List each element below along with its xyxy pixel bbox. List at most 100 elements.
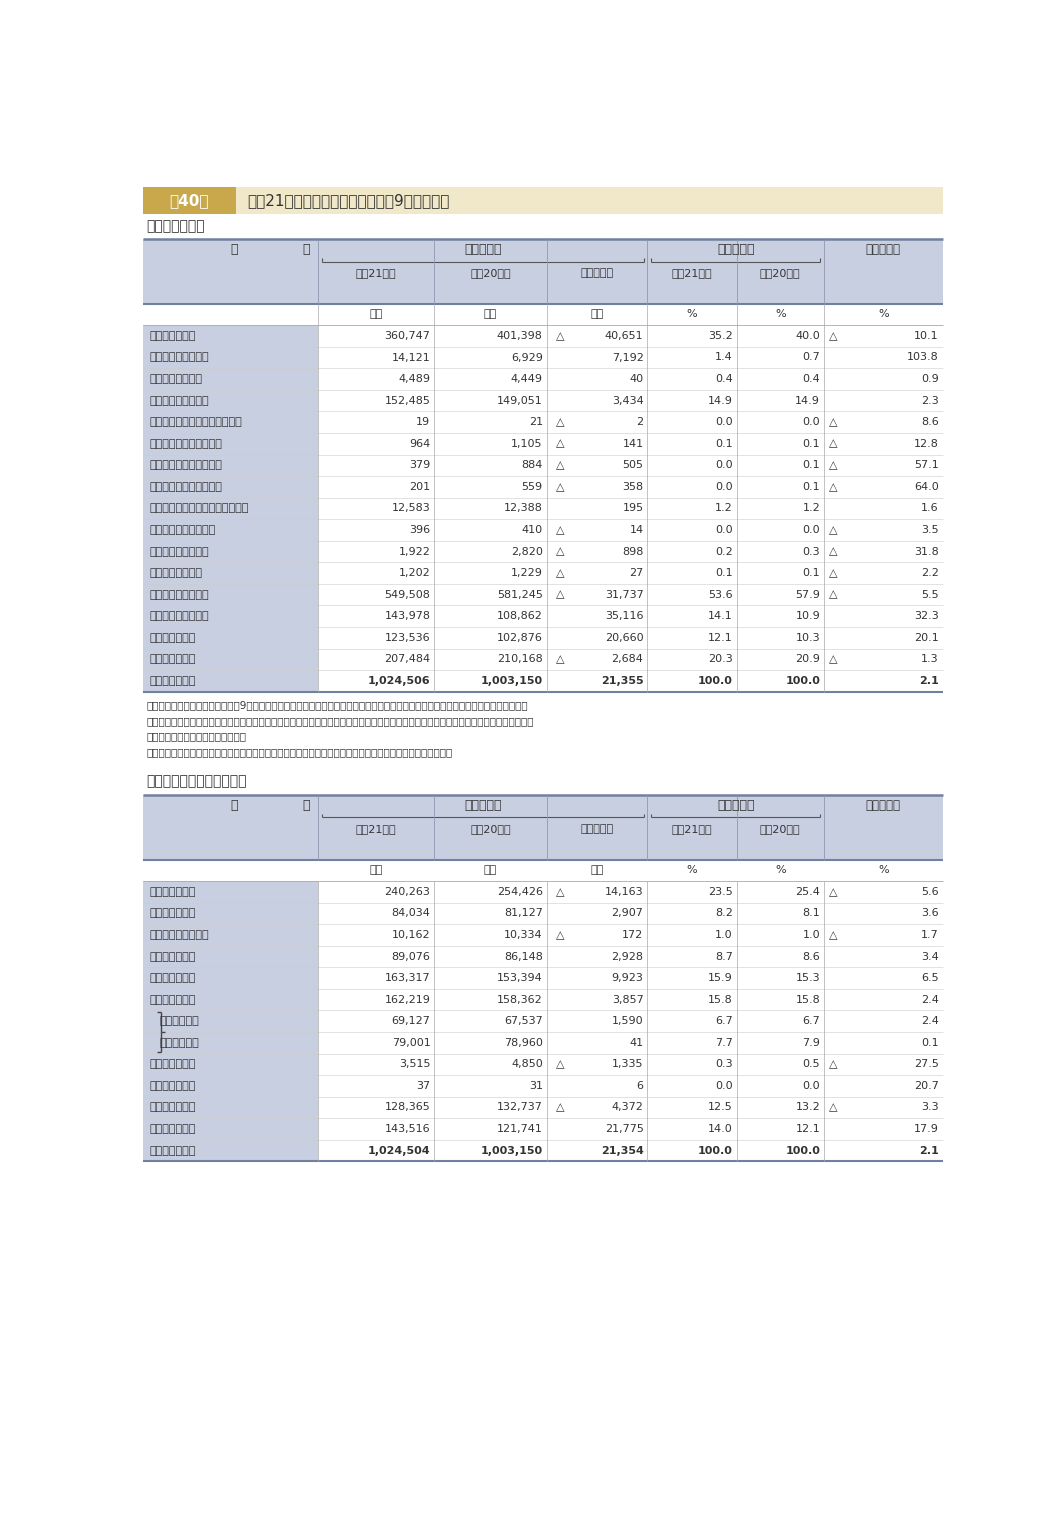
Text: 0.1: 0.1: [803, 482, 821, 492]
Text: 0.0: 0.0: [715, 482, 733, 492]
Text: %: %: [775, 865, 786, 875]
Text: 軽油引取税交付金: 軽油引取税交付金: [149, 569, 202, 578]
Text: 国　庫　支　出　金: 国 庫 支 出 金: [149, 612, 209, 621]
Text: 増　減　率: 増 減 率: [866, 800, 901, 812]
Text: 1.0: 1.0: [803, 930, 821, 940]
Text: 14: 14: [629, 524, 643, 535]
Text: 1,590: 1,590: [611, 1017, 643, 1026]
Text: 1,003,150: 1,003,150: [480, 676, 543, 687]
Text: ずれにも計上されない。: ずれにも計上されない。: [147, 731, 247, 742]
Text: 27.5: 27.5: [913, 1060, 939, 1069]
Text: 20.7: 20.7: [913, 1081, 939, 1090]
Text: 21,354: 21,354: [601, 1145, 643, 1156]
Text: 379: 379: [409, 460, 431, 471]
Bar: [143, 648, 318, 670]
Text: 1.3: 1.3: [921, 654, 939, 664]
Text: 利　子　割　交　付　金: 利 子 割 交 付 金: [149, 439, 222, 448]
Text: 35,116: 35,116: [605, 612, 643, 621]
Text: 地　　方　　債: 地 方 債: [149, 633, 195, 642]
Text: 平成21年度: 平成21年度: [672, 269, 712, 278]
Text: そ　　の　　他: そ の 他: [149, 1124, 195, 1135]
Text: △: △: [829, 1060, 837, 1069]
Text: 億円: 億円: [484, 309, 497, 320]
Text: 1,024,506: 1,024,506: [367, 676, 431, 687]
Text: 4,850: 4,850: [511, 1060, 543, 1069]
Text: 4,489: 4,489: [398, 375, 431, 384]
Text: 6: 6: [637, 1081, 643, 1090]
Text: 23.5: 23.5: [708, 887, 733, 898]
Text: 0.1: 0.1: [803, 439, 821, 448]
Text: 141: 141: [622, 439, 643, 448]
Text: 40,651: 40,651: [605, 330, 643, 341]
Text: 2.4: 2.4: [921, 995, 939, 1005]
Text: 0.0: 0.0: [715, 417, 733, 427]
Text: 884: 884: [522, 460, 543, 471]
Text: 158,362: 158,362: [497, 995, 543, 1005]
Text: 1,003,150: 1,003,150: [480, 1145, 543, 1156]
Text: 0.4: 0.4: [803, 375, 821, 384]
Text: 0.9: 0.9: [921, 375, 939, 384]
Text: 102,876: 102,876: [497, 633, 543, 642]
Text: 69,127: 69,127: [392, 1017, 431, 1026]
Text: △: △: [829, 546, 837, 557]
Text: △: △: [829, 330, 837, 341]
Bar: [143, 627, 318, 648]
Text: ３　「国庫支出金」には、交通安全対策特別交付金及び国有提供施設等所在市町村助成交付金を含む。: ３ 「国庫支出金」には、交通安全対策特別交付金及び国有提供施設等所在市町村助成交…: [147, 746, 453, 757]
Text: 0.0: 0.0: [715, 524, 733, 535]
Text: 0.7: 0.7: [803, 353, 821, 362]
Text: 2.3: 2.3: [921, 396, 939, 405]
Text: 0.0: 0.0: [803, 524, 821, 535]
Bar: [143, 1075, 318, 1096]
Text: 14.1: 14.1: [708, 612, 733, 621]
Text: 平成21年度: 平成21年度: [672, 824, 712, 835]
Text: 構　成　比: 構 成 比: [717, 243, 754, 257]
Text: 2,684: 2,684: [611, 654, 643, 664]
Text: 195: 195: [622, 503, 643, 514]
Text: 40: 40: [629, 375, 643, 384]
Text: △: △: [557, 417, 565, 427]
Text: 153,394: 153,394: [497, 972, 543, 983]
Text: %: %: [686, 309, 697, 320]
Text: 災害復旧事業費: 災害復旧事業費: [149, 1060, 195, 1069]
Text: 78,960: 78,960: [504, 1038, 543, 1047]
Bar: [143, 187, 235, 214]
Text: △: △: [829, 590, 837, 599]
Text: 2: 2: [637, 417, 643, 427]
Text: 区: 区: [230, 243, 238, 257]
Text: 17.9: 17.9: [913, 1124, 939, 1135]
Text: 2.1: 2.1: [919, 676, 939, 687]
Text: その２　歳　出（性質別）: その２ 歳 出（性質別）: [147, 774, 247, 787]
Text: 103.8: 103.8: [907, 353, 939, 362]
Bar: [143, 1011, 318, 1032]
Text: 12,388: 12,388: [504, 503, 543, 514]
Text: △: △: [557, 546, 565, 557]
Bar: [143, 239, 943, 304]
Text: △: △: [829, 417, 837, 427]
Text: 89,076: 89,076: [392, 951, 431, 962]
Text: 平成21年度: 平成21年度: [356, 824, 396, 835]
Text: 10.1: 10.1: [914, 330, 939, 341]
Text: 20.9: 20.9: [795, 654, 821, 664]
Bar: [143, 390, 318, 411]
Text: 平成20年度: 平成20年度: [470, 824, 511, 835]
Text: 0.0: 0.0: [803, 1081, 821, 1090]
Text: 32.3: 32.3: [914, 612, 939, 621]
Text: 143,516: 143,516: [384, 1124, 431, 1135]
Text: 地　方　譲　与　税: 地 方 譲 与 税: [149, 353, 209, 362]
Bar: [143, 411, 318, 433]
Text: △: △: [557, 330, 565, 341]
Text: 人　　件　　費: 人 件 費: [149, 887, 195, 898]
Bar: [143, 881, 318, 902]
Bar: [143, 1139, 318, 1162]
Text: 240,263: 240,263: [384, 887, 431, 898]
Text: 13.2: 13.2: [795, 1102, 821, 1113]
Text: 株式等譲渡所得割交付金: 株式等譲渡所得割交付金: [149, 482, 222, 492]
Text: 10,162: 10,162: [392, 930, 431, 940]
Text: 121,741: 121,741: [497, 1124, 543, 1135]
Text: 0.1: 0.1: [921, 1038, 939, 1047]
Text: 0.0: 0.0: [803, 417, 821, 427]
Bar: [143, 605, 318, 627]
Text: 3,857: 3,857: [611, 995, 643, 1005]
Text: 地　方　交　付　税: 地 方 交 付 税: [149, 396, 209, 405]
Text: 7.9: 7.9: [803, 1038, 821, 1047]
